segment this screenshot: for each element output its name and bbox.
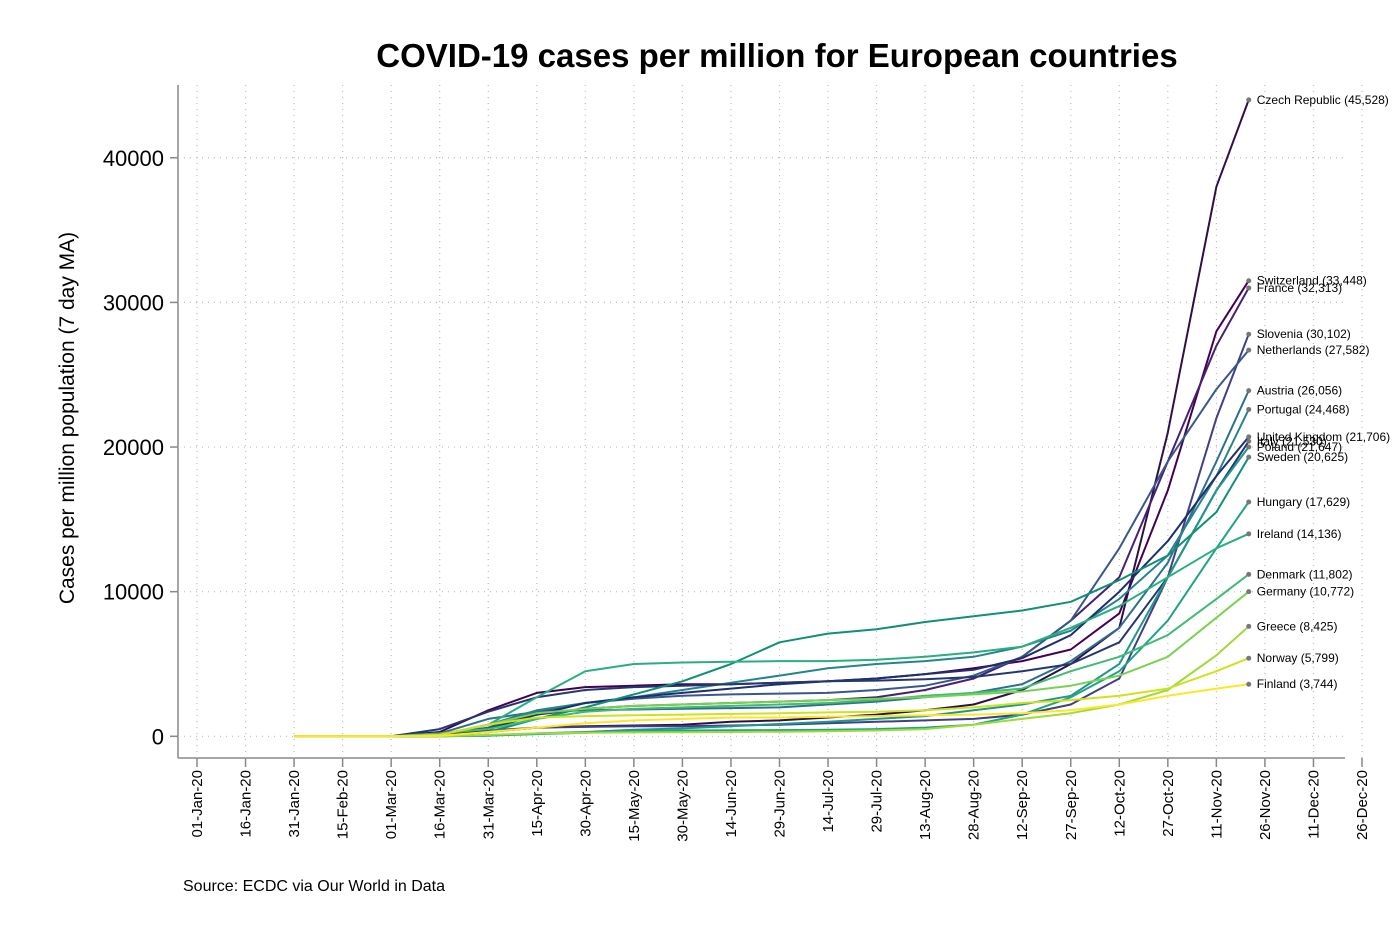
series-line [294,99,1250,738]
series-line [294,280,1250,738]
series-line [294,590,1250,738]
series-label: Norway (5,799) [1257,651,1339,665]
x-tick-label: 26-Dec-20 [1354,770,1371,840]
series-line [294,440,1250,738]
end-point [1246,97,1252,103]
end-point [1246,406,1252,412]
series-label: Netherlands (27,582) [1257,343,1370,357]
end-point [1246,285,1252,291]
y-tick-label: 30000 [103,290,164,315]
end-point [1246,347,1252,353]
series-label: Austria (26,056) [1257,384,1342,398]
end-point [1246,454,1252,460]
x-tick-label: 28-Aug-20 [966,770,983,840]
series-label: Czech Republic (45,528) [1257,93,1389,107]
x-tick-label: 14-Jul-20 [820,770,837,833]
end-point [1246,434,1252,440]
x-tick-label: 14-Jun-20 [723,770,740,838]
series-label: Slovenia (30,102) [1257,327,1351,341]
end-point [1246,444,1252,450]
series-label: Poland (21,647) [1257,440,1342,454]
x-tick-label: 31-Mar-20 [480,770,497,839]
x-tick-label: 11-Dec-20 [1305,770,1322,839]
series-label: Switzerland (33,448) [1257,274,1367,288]
x-tick-label: 30-Apr-20 [577,770,594,837]
y-tick-label: 20000 [103,435,164,460]
y-tick-label: 10000 [103,580,164,605]
x-tick-label: 15-May-20 [626,770,643,842]
end-point [1246,681,1252,687]
end-point [1246,499,1252,505]
x-tick-label: 12-Oct-20 [1111,770,1128,837]
series-label: France (32,313) [1257,281,1342,295]
series-label: United Kingdom (21,706) [1257,430,1390,444]
series-label: Finland (3,744) [1257,677,1338,691]
x-tick-label: 16-Jan-20 [238,770,255,838]
series-label: Portugal (24,468) [1257,402,1350,416]
y-tick-label: 40000 [103,146,164,171]
x-tick-label: 29-Jul-20 [869,770,886,833]
end-point [1246,589,1252,595]
end-point [1246,438,1252,444]
y-axis-label: Cases per million population (7 day MA) [56,232,79,604]
series-label: Germany (10,772) [1257,585,1354,599]
x-tick-label: 13-Aug-20 [917,770,934,840]
series-line [294,657,1250,738]
x-tick-label: 15-Feb-20 [335,770,352,839]
x-tick-label: 30-May-20 [674,770,691,842]
x-tick-label: 29-Jun-20 [772,770,789,838]
series-line [294,573,1250,738]
x-tick-label: 26-Nov-20 [1257,770,1274,840]
series-line [294,390,1250,738]
end-point [1246,623,1252,629]
end-point [1246,331,1252,337]
x-tick-label: 27-Oct-20 [1160,770,1177,837]
x-tick-label: 16-Mar-20 [432,770,449,839]
series-label: Italy (21,530) [1257,434,1327,448]
end-point [1246,278,1252,284]
series-line [294,287,1250,738]
end-point [1246,655,1252,661]
chart-title: COVID-19 cases per million for European … [376,37,1177,74]
end-point [1246,531,1252,537]
series-label: Sweden (20,625) [1257,450,1348,464]
y-tick-label: 0 [152,724,164,749]
series-label: Denmark (11,802) [1257,567,1353,581]
series-line [294,683,1249,738]
x-tick-label: 01-Jan-20 [189,770,206,838]
series-line [294,408,1250,738]
end-point [1246,571,1252,577]
x-tick-label: 27-Sep-20 [1063,770,1080,840]
series-label: Ireland (14,136) [1257,527,1342,541]
x-tick-label: 15-Apr-20 [529,770,546,837]
x-tick-label: 31-Jan-20 [286,770,303,838]
x-tick-label: 01-Mar-20 [383,770,400,839]
series-label: Hungary (17,629) [1257,495,1350,509]
end-point [1246,388,1252,394]
series-label: Greece (8,425) [1257,619,1338,633]
x-tick-label: 12-Sep-20 [1014,770,1031,840]
source-note: Source: ECDC via Our World in Data [183,878,445,895]
x-tick-label: 11-Nov-20 [1208,770,1225,839]
